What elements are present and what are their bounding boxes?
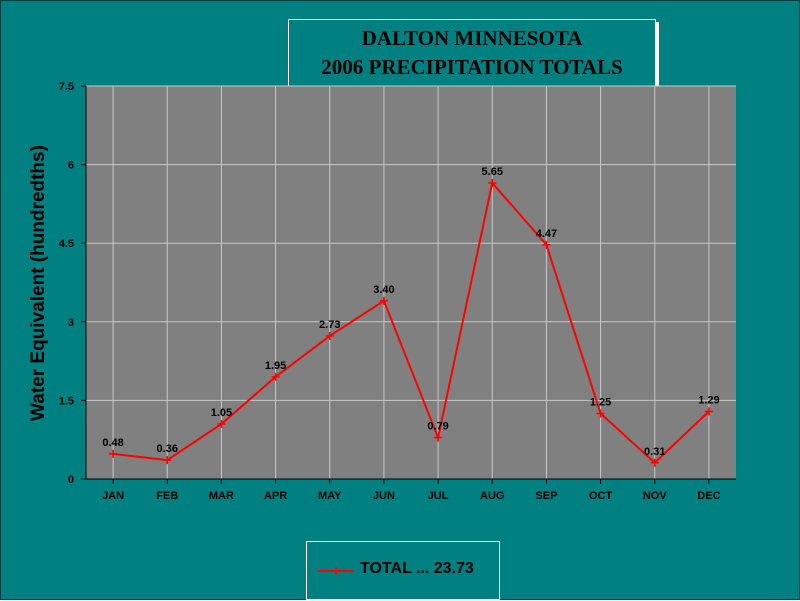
- data-label: 0.36: [157, 443, 178, 455]
- x-tick-label: JUN: [373, 490, 395, 502]
- chart-title-box: DALTON MINNESOTA 2006 PRECIPITATION TOTA…: [288, 19, 656, 89]
- plot-area: [86, 86, 736, 479]
- x-tick-label: OCT: [589, 490, 613, 502]
- y-tick-label: 3: [68, 317, 74, 329]
- chart-title: DALTON MINNESOTA: [361, 26, 583, 50]
- x-tick-label: JUL: [428, 490, 449, 502]
- y-tick-label: 6: [68, 160, 74, 172]
- data-label: 1.25: [590, 397, 611, 409]
- x-tick-label: JAN: [102, 490, 124, 502]
- y-tick-label: 1.5: [59, 395, 74, 407]
- legend-swatch: [318, 567, 354, 575]
- data-label: 0.31: [644, 446, 665, 458]
- data-label: 1.29: [698, 394, 719, 406]
- x-tick-label: MAR: [209, 490, 234, 502]
- data-label: 3.40: [373, 284, 394, 296]
- x-tick-label: SEP: [535, 490, 557, 502]
- data-label: 2.73: [319, 319, 340, 331]
- data-label: 5.65: [482, 166, 503, 178]
- y-tick-label: 4.5: [59, 238, 74, 250]
- x-tick-label: FEB: [156, 490, 178, 502]
- x-tick-label: APR: [264, 490, 287, 502]
- y-tick-label: 7.5: [59, 81, 74, 93]
- data-label: 4.47: [536, 228, 557, 240]
- y-tick-label: 0: [68, 474, 74, 486]
- chart-subtitle: 2006 PRECIPITATION TOTALS: [321, 55, 623, 79]
- x-tick-label: NOV: [643, 490, 668, 502]
- series-line: [112, 180, 710, 465]
- x-tick-label: MAY: [318, 490, 342, 502]
- data-label: 1.05: [211, 407, 232, 419]
- x-tick-label: DEC: [697, 490, 720, 502]
- data-label: 1.95: [265, 360, 286, 372]
- legend-label: TOTAL ... 23.73: [360, 560, 474, 577]
- legend: TOTAL ... 23.73: [306, 541, 500, 600]
- data-label: 0.79: [427, 421, 448, 433]
- data-label: 0.48: [102, 437, 123, 449]
- x-tick-label: AUG: [480, 490, 504, 502]
